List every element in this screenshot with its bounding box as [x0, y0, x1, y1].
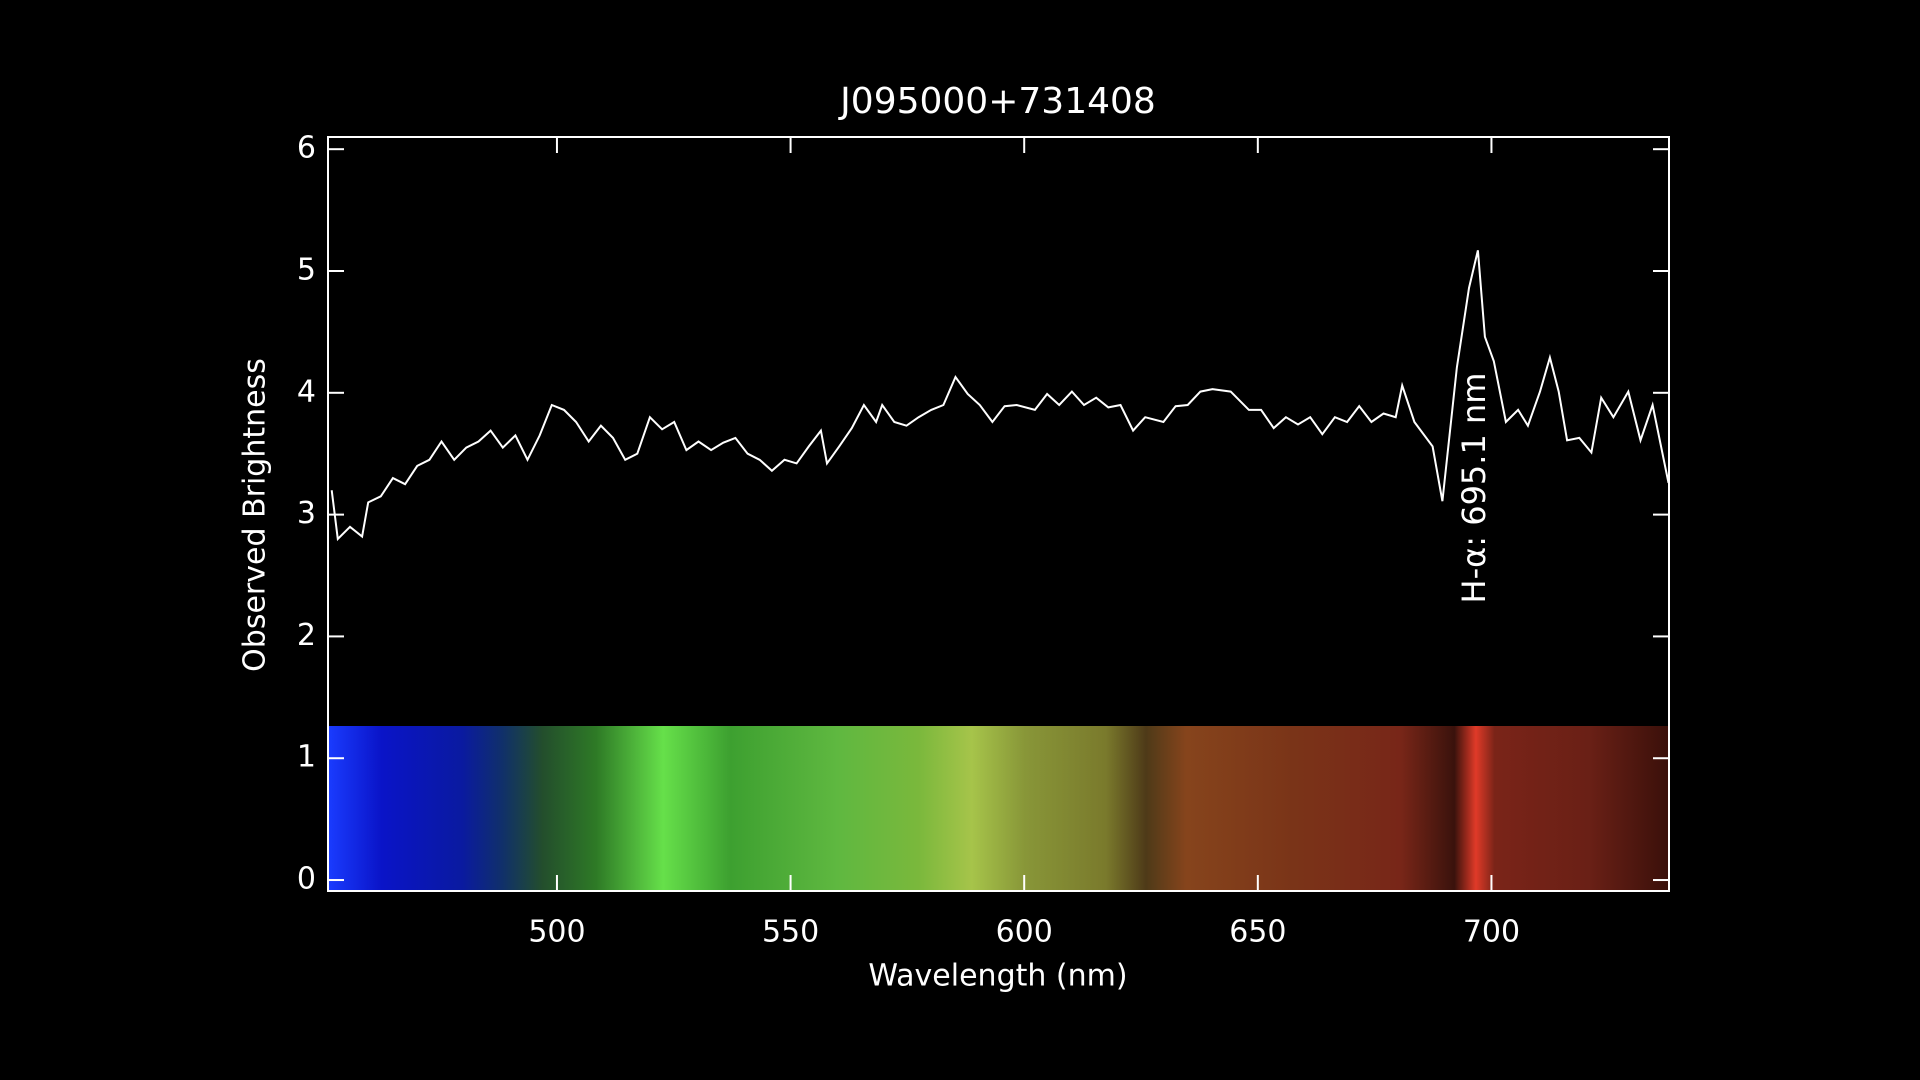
annotation: H-α: 695.1 nm: [1455, 373, 1493, 604]
spectrum-line: [330, 250, 1670, 542]
x-tick-label: 550: [762, 915, 819, 950]
x-tick-label: 650: [1229, 915, 1286, 950]
x-axis-label: Wavelength (nm): [868, 959, 1127, 994]
x-tick-label: 600: [996, 915, 1053, 950]
spectrum-band: [328, 726, 1669, 891]
x-tick-label: 700: [1463, 915, 1520, 950]
x-tick-label: 500: [528, 915, 585, 950]
y-tick-label: 4: [297, 374, 316, 409]
y-tick-label: 1: [297, 740, 316, 775]
y-tick-label: 3: [297, 496, 316, 531]
y-tick-label: 5: [297, 252, 316, 287]
y-tick-label: 2: [297, 618, 316, 653]
y-tick-label: 0: [297, 862, 316, 897]
y-tick-label: 6: [297, 131, 316, 166]
chart-title: J095000+731408: [838, 81, 1156, 122]
y-axis-label: Observed Brightness: [238, 358, 273, 672]
